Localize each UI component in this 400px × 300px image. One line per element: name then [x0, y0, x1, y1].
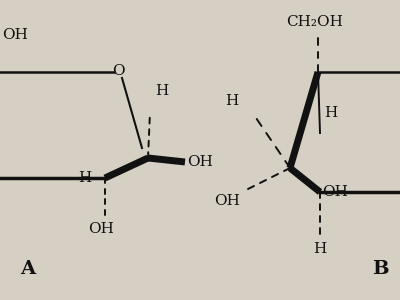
Text: H: H [155, 84, 169, 98]
Text: H: H [324, 106, 337, 120]
Text: H: H [78, 171, 91, 185]
Text: CH₂OH: CH₂OH [286, 15, 344, 29]
Text: OH: OH [214, 194, 240, 208]
Text: OH: OH [2, 28, 28, 42]
Text: H: H [225, 94, 238, 108]
Text: H: H [313, 242, 327, 256]
Text: OH: OH [322, 185, 348, 199]
Text: A: A [20, 260, 36, 278]
Text: O: O [112, 64, 124, 78]
Text: OH: OH [187, 155, 213, 169]
Text: OH: OH [88, 222, 114, 236]
Text: B: B [372, 260, 388, 278]
